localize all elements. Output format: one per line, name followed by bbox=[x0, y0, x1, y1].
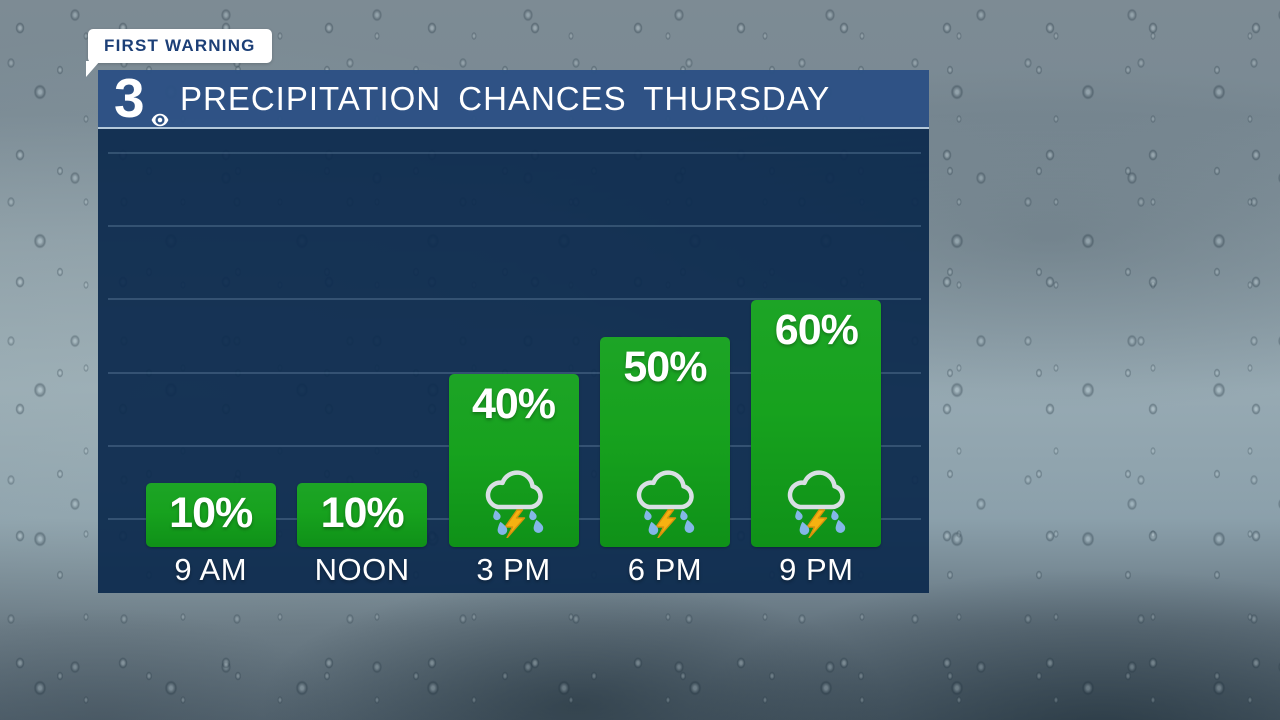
panel-header: 3 PRECIPITATION CHANCES THURSDAY bbox=[98, 70, 929, 129]
badge-tail bbox=[86, 61, 100, 77]
chart-title: PRECIPITATION CHANCES THURSDAY bbox=[180, 79, 831, 117]
percent-label: 10% bbox=[320, 489, 405, 537]
first-warning-badge: FIRST WARNING bbox=[88, 29, 272, 63]
channel-3-logo: 3 bbox=[114, 71, 169, 127]
gridline bbox=[108, 371, 921, 374]
bar-column: 50% 6 PM bbox=[589, 129, 740, 593]
storm-cloud-icon bbox=[476, 466, 552, 538]
bar-column: 40% 3 PM bbox=[438, 129, 589, 593]
time-label: 9 PM bbox=[779, 552, 854, 587]
gridline bbox=[108, 152, 921, 154]
gridline bbox=[108, 298, 921, 301]
time-label: 6 PM bbox=[627, 552, 703, 587]
time-label: 3 PM bbox=[476, 552, 551, 587]
percent-label: 60% bbox=[774, 306, 859, 354]
bar-group: 10% 9 AM 10% NOON 40% 3 PM 50% 6 PM 60% 9 PM bbox=[98, 129, 929, 593]
precipitation-chart: 10% 9 AM 10% NOON 40% 3 PM 50% 6 PM 60% 9 PM bbox=[98, 129, 929, 593]
precip-bar: 10% bbox=[145, 483, 276, 547]
forecast-panel: 3 PRECIPITATION CHANCES THURSDAY 10% 9 AM… bbox=[98, 70, 929, 593]
percent-label: 40% bbox=[471, 380, 556, 428]
time-label: NOON bbox=[314, 552, 410, 587]
bar-column: 10% NOON bbox=[286, 129, 437, 593]
percent-label: 50% bbox=[623, 343, 707, 391]
percent-label: 10% bbox=[169, 489, 253, 537]
precip-bar: 10% bbox=[297, 483, 428, 547]
bar-column: 60% 9 PM bbox=[741, 129, 892, 593]
precip-bar: 40% bbox=[448, 374, 579, 547]
precip-bar: 50% bbox=[599, 337, 730, 547]
cbs-eye-icon bbox=[151, 113, 169, 127]
bar-column: 10% 9 AM bbox=[135, 129, 286, 593]
storm-cloud-icon bbox=[627, 466, 703, 538]
gridline bbox=[108, 225, 921, 228]
time-label: 9 AM bbox=[174, 552, 248, 587]
storm-cloud-icon bbox=[778, 466, 854, 538]
precip-bar: 60% bbox=[751, 300, 882, 547]
first-warning-label: FIRST WARNING bbox=[104, 36, 256, 55]
channel-number: 3 bbox=[114, 67, 145, 129]
